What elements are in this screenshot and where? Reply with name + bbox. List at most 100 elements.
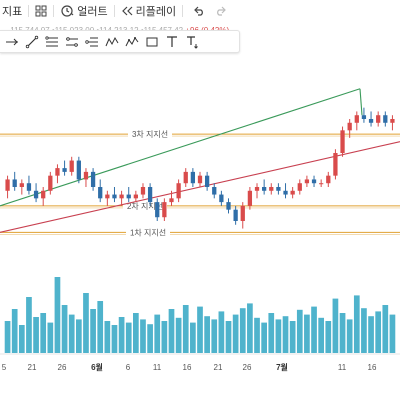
trend-line-tool[interactable] [22,32,42,52]
support-level-label-bg [128,129,172,140]
candle-up [340,130,345,153]
candle-down [90,171,96,187]
volume-bar [275,319,282,353]
candlesticks [5,107,395,229]
text-tool[interactable] [162,32,182,52]
candle-down [226,202,231,210]
replay-button[interactable]: 리플레이 [121,0,176,22]
volume-bar [168,309,175,353]
x-axis-tick-label: 16 [368,363,377,372]
alert-button[interactable]: 얼러트 [60,0,108,22]
volume-bar [353,295,360,353]
rectangle-tool[interactable] [142,32,162,52]
trend-lines[interactable] [0,88,400,233]
volume-bar [140,319,146,353]
volume-bar [47,322,54,353]
candle-down [276,187,281,191]
pitchfork-tool[interactable] [82,32,102,52]
candle-up [55,168,60,176]
x-axis-tick-label: 21 [214,363,223,372]
volume-bar [161,321,168,353]
x-axis-tick-label: 26 [243,363,252,372]
volume-bar [26,297,32,353]
crosshair-tool[interactable] [2,32,22,52]
volume-bar [175,317,182,353]
candle-up [176,183,181,199]
volume-bar [97,301,104,353]
candle-down [212,187,217,195]
candle-up [269,187,274,191]
support-level-label: 1차 지지선 [130,228,166,237]
candle-up [183,171,188,184]
volume-bar [54,277,61,353]
candle-up [140,187,146,195]
volume-bar [282,316,289,353]
candle-up [133,194,138,199]
candle-up [5,179,10,191]
candle-down [283,190,288,195]
volume-bar [68,314,75,353]
candle-up [390,119,395,123]
alert-label: 얼러트 [77,6,108,18]
crosshair-icon [6,38,18,45]
x-axis-tick-label: 7월 [276,362,288,372]
volume-bar [190,322,196,353]
volume-bar [339,313,346,353]
support-levels: 3차 지지선 2차 지지선 1차 지지선 [0,129,400,238]
volume-bar [118,317,125,353]
parallel-channel-icon [66,36,78,47]
volume-bar [83,293,89,353]
candle-down [219,194,224,203]
candle-down [190,171,196,184]
indicator-button[interactable]: 지표 [0,0,22,22]
candle-up [240,205,245,221]
candle-down [233,209,238,221]
candle-up [119,194,124,199]
candle-down [98,187,103,199]
horizontal-lines-tool[interactable] [42,32,62,52]
volume-bar [311,306,317,353]
top-toolbar: 지표 얼러트 리플레이 [0,0,400,22]
x-axis-tick-label: 21 [28,363,37,372]
candle-down [33,190,39,199]
volume-bar [232,314,239,353]
candle-up [162,202,167,218]
candle-down [12,179,17,187]
trend-line-icon [25,35,39,48]
volume-bars [4,277,396,353]
text-icon [167,35,177,47]
volume-bar [4,321,11,353]
x-axis-tick-label: 6 [126,363,131,372]
candle-up [290,190,295,195]
layout-grid-button[interactable] [35,0,47,22]
candle-up [326,175,331,184]
volume-bar [239,308,246,353]
volume-bar [218,311,225,353]
toolbar-divider [182,5,184,17]
volume-bar [104,321,111,353]
volume-bar [346,319,353,353]
volume-bar [304,314,310,353]
xabcd-pattern-icon [105,36,119,46]
volume-bar [254,317,260,353]
alert-clock-icon [61,5,74,17]
volume-bar [40,313,47,353]
candle-up [83,171,89,180]
candle-up [354,115,359,123]
volume-bar [296,309,303,353]
anchored-text-tool[interactable] [182,32,202,52]
parallel-channel-tool[interactable] [62,32,82,52]
undo-button[interactable] [193,0,205,22]
volume-bar [18,325,25,353]
volume-bar [75,319,82,353]
redo-button[interactable] [215,0,227,22]
candle-up [347,122,352,131]
elliott-wave-tool[interactable] [122,32,142,52]
candle-down [62,168,67,172]
volume-bar [182,305,189,353]
volume-bar [332,298,339,353]
candle-down [361,115,367,119]
xabcd-pattern-tool[interactable] [102,32,122,52]
x-axis-tick-label: 5 [2,363,7,372]
